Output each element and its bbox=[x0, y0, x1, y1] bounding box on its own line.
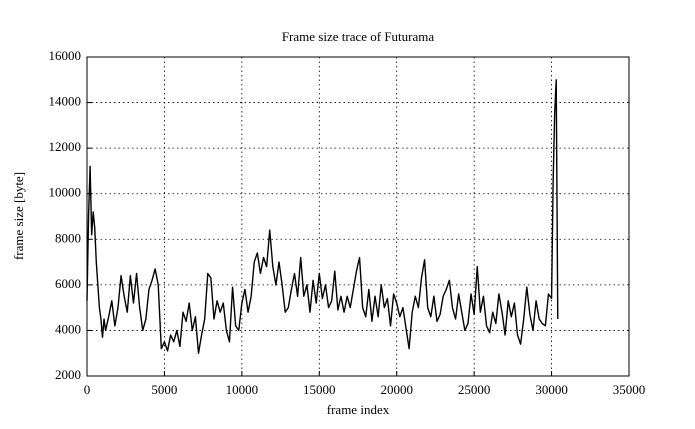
y-tick-label: 10000 bbox=[49, 185, 82, 200]
y-axis-label: frame size [byte] bbox=[11, 172, 26, 260]
plot-frame bbox=[86, 56, 630, 377]
y-tick-label: 2000 bbox=[55, 367, 81, 382]
x-tick-label: 15000 bbox=[303, 382, 336, 397]
y-tick-label: 6000 bbox=[55, 276, 81, 291]
x-tick-label: 20000 bbox=[380, 382, 413, 397]
chart-title: Frame size trace of Futurama bbox=[282, 29, 435, 44]
x-axis-label: frame index bbox=[327, 402, 390, 417]
y-tick-label: 16000 bbox=[49, 48, 82, 63]
x-tick-label: 0 bbox=[84, 382, 91, 397]
x-tick-label: 30000 bbox=[535, 382, 568, 397]
y-tick-label: 14000 bbox=[49, 94, 82, 109]
y-tick-label: 12000 bbox=[49, 139, 82, 154]
x-tick-label: 25000 bbox=[458, 382, 491, 397]
y-tick-label: 8000 bbox=[55, 230, 81, 245]
x-tick-label: 5000 bbox=[151, 382, 177, 397]
x-tick-label: 10000 bbox=[226, 382, 259, 397]
y-tick-label: 4000 bbox=[55, 321, 81, 336]
data-line bbox=[86, 79, 559, 354]
x-tick-label: 35000 bbox=[613, 382, 646, 397]
